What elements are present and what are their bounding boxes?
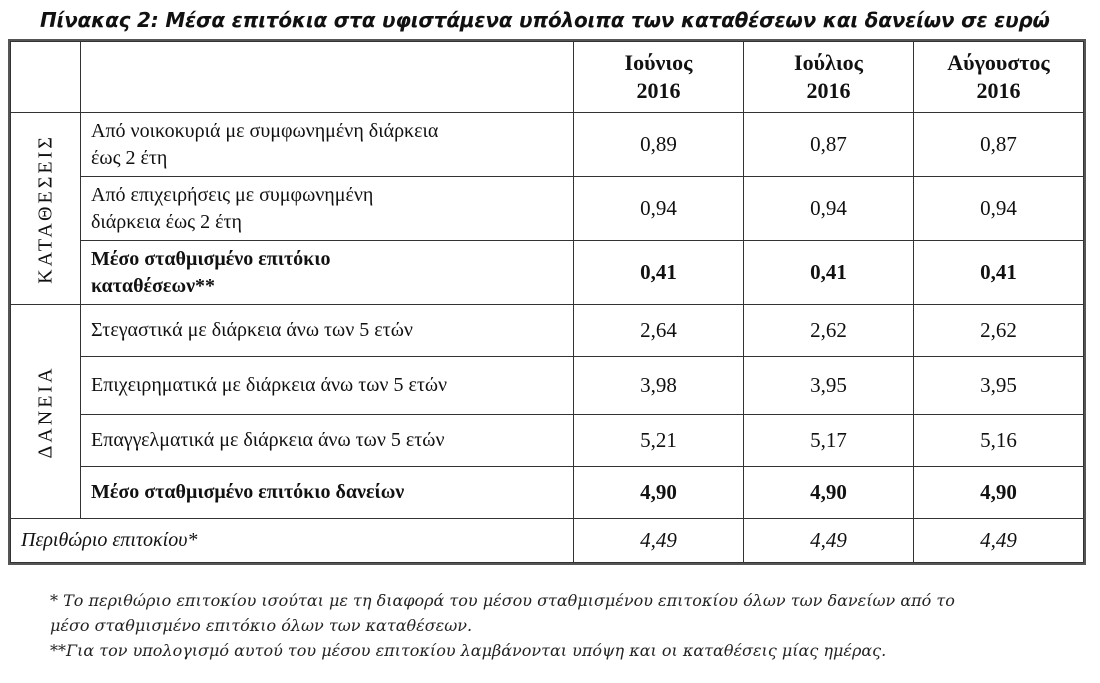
value-cell: 5,16 <box>913 414 1084 467</box>
value-cell: 0,41 <box>743 240 914 305</box>
footnote-line: * Το περιθώριο επιτοκίου ισούται με τη δ… <box>50 591 955 610</box>
value-cell: 2,62 <box>743 304 914 357</box>
row-label: Περιθώριο επιτοκίου* <box>10 518 574 563</box>
header-label-cell <box>80 41 574 113</box>
loans-group-label: ΔΑΝΕΙΑ <box>34 364 56 459</box>
value-cell: 0,89 <box>573 112 744 177</box>
table-row: ΔΑΝΕΙΑ Στεγαστικά με διάρκεια άνω των 5 … <box>10 304 1084 519</box>
row-label: Από νοικοκυριά με συμφωνημένη διάρκεια έ… <box>80 112 574 177</box>
value-cell: 4,90 <box>913 466 1084 519</box>
table-row: ΚΑΤΑΘΕΣΕΙΣ Από νοικοκυριά με συμφωνημένη… <box>10 112 1084 305</box>
value-cell: 3,95 <box>913 356 1084 415</box>
column-header-august: Αύγουστος 2016 <box>913 41 1084 113</box>
column-header-july: Ιούλιος 2016 <box>743 41 914 113</box>
value-cell: 0,41 <box>573 240 744 305</box>
value-cell: 0,94 <box>743 176 914 241</box>
row-label-line: Από επιχειρήσεις με συμφωνημένη <box>91 183 374 206</box>
deposits-group-cell: ΚΑΤΑΘΕΣΕΙΣ <box>10 112 81 305</box>
header-row: Ιούνιος 2016 Ιούλιος 2016 Αύγουστος 2016 <box>10 41 1084 113</box>
row-label: Μέσο σταθμισμένο επιτόκιο καταθέσεων** <box>80 240 574 305</box>
column-header-year: 2016 <box>636 78 681 103</box>
value-cell: 3,98 <box>573 356 744 415</box>
row-label: Επαγγελματικά με διάρκεια άνω των 5 ετών <box>80 414 574 467</box>
value-cell: 4,49 <box>573 518 744 563</box>
column-header-month: Ιούλιος <box>794 50 863 75</box>
footnote-line: μέσο σταθμισμένο επιτόκιο όλων των καταθ… <box>50 616 473 635</box>
value-cell: 4,90 <box>573 466 744 519</box>
table-row: Περιθώριο επιτοκίου* 4,49 4,49 4,49 <box>10 518 1084 563</box>
table-row: Επιχειρηματικά με διάρκεια άνω των 5 ετώ… <box>11 356 1084 415</box>
value-cell: 4,49 <box>913 518 1084 563</box>
column-header-year: 2016 <box>806 78 851 103</box>
row-label: Επιχειρηματικά με διάρκεια άνω των 5 ετώ… <box>80 356 574 415</box>
row-label-line: καταθέσεων** <box>91 274 216 297</box>
value-cell: 0,41 <box>913 240 1084 305</box>
value-cell: 4,49 <box>743 518 914 563</box>
loans-group-cell: ΔΑΝΕΙΑ <box>10 304 81 519</box>
value-cell: 5,17 <box>743 414 914 467</box>
footnote-line: **Για τον υπολογισμό αυτού του μέσου επι… <box>50 641 887 660</box>
value-cell: 3,95 <box>743 356 914 415</box>
value-cell: 0,94 <box>573 176 744 241</box>
header-corner-cell <box>10 41 81 113</box>
row-label-line: Μέσο σταθμισμένο επιτόκιο <box>91 247 331 270</box>
value-cell: 0,94 <box>913 176 1084 241</box>
table-row: Μέσο σταθμισμένο επιτόκιο καταθέσεων** 0… <box>11 240 1084 305</box>
value-cell: 2,62 <box>913 304 1084 357</box>
row-label-line: έως 2 έτη <box>91 146 168 169</box>
row-label-line: Από νοικοκυριά με συμφωνημένη διάρκεια <box>91 119 439 142</box>
column-header-month: Ιούνιος <box>624 50 693 75</box>
table-row: Επαγγελματικά με διάρκεια άνω των 5 ετών… <box>11 414 1084 467</box>
value-cell: 4,90 <box>743 466 914 519</box>
row-label: Από επιχειρήσεις με συμφωνημένη διάρκεια… <box>80 176 574 241</box>
value-cell: 5,21 <box>573 414 744 467</box>
row-label-line: διάρκεια έως 2 έτη <box>91 210 242 233</box>
footnotes: * Το περιθώριο επιτοκίου ισούται με τη δ… <box>50 588 1095 663</box>
value-cell: 2,64 <box>573 304 744 357</box>
row-label: Μέσο σταθμισμένο επιτόκιο δανείων <box>80 466 574 519</box>
column-header-june: Ιούνιος 2016 <box>573 41 744 113</box>
interest-rates-table: Ιούνιος 2016 Ιούλιος 2016 Αύγουστος 2016… <box>8 39 1086 565</box>
column-header-month: Αύγουστος <box>947 50 1050 75</box>
table-row: Από επιχειρήσεις με συμφωνημένη διάρκεια… <box>11 176 1084 241</box>
column-header-year: 2016 <box>976 78 1021 103</box>
row-label: Στεγαστικά με διάρκεια άνω των 5 ετών <box>80 304 574 357</box>
value-cell: 0,87 <box>743 112 914 177</box>
value-cell: 0,87 <box>913 112 1084 177</box>
deposits-group-label: ΚΑΤΑΘΕΣΕΙΣ <box>34 133 56 284</box>
table-row: Μέσο σταθμισμένο επιτόκιο δανείων 4,90 4… <box>11 466 1084 519</box>
table-title: Πίνακας 2: Μέσα επιτόκια στα υφιστάμενα … <box>40 8 1050 32</box>
